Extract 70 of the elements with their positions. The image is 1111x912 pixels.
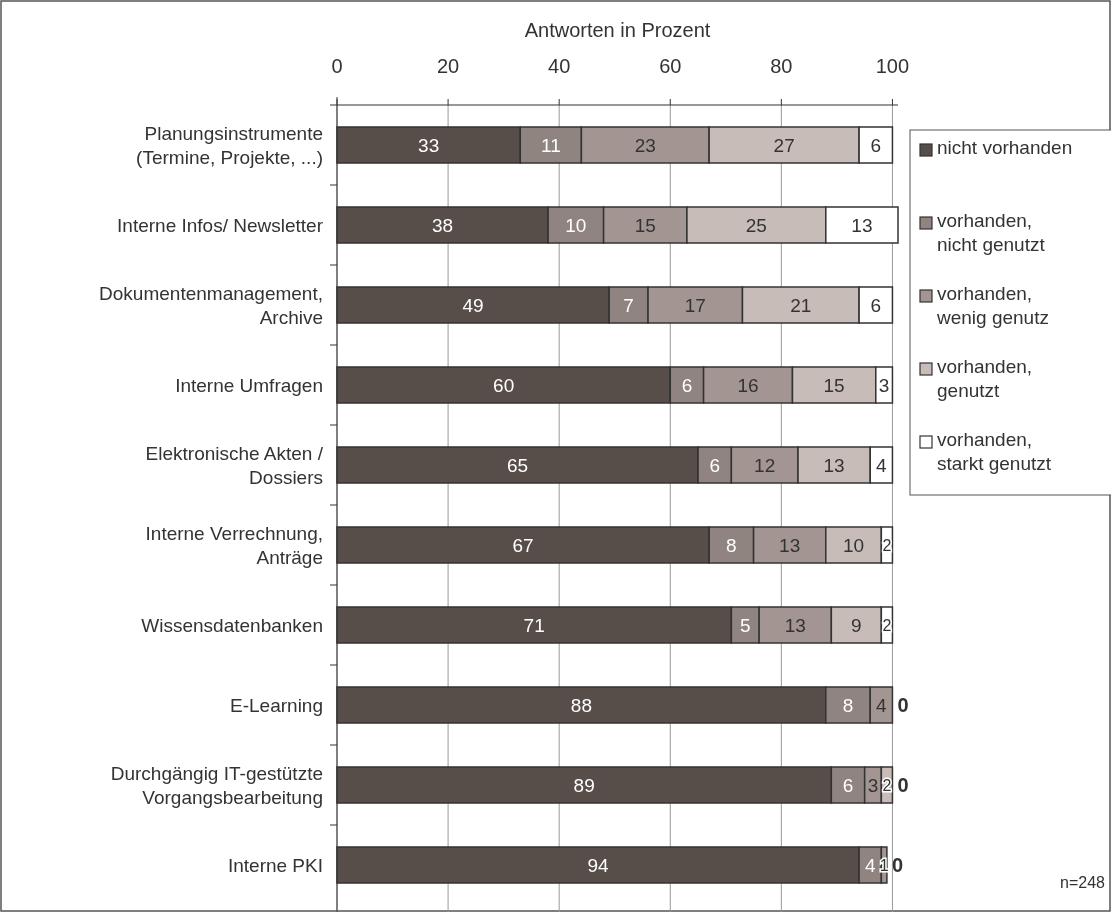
data-label: 38	[431, 214, 454, 236]
data-label: 89	[573, 774, 595, 796]
x-tick-label: 80	[770, 55, 793, 77]
data-label: 6	[842, 774, 854, 796]
data-label: 0	[891, 854, 904, 876]
data-label: 13	[851, 214, 873, 236]
y-tick-label: Interne PKI	[227, 854, 323, 876]
data-label: 60	[493, 374, 515, 396]
data-label: 33	[418, 134, 440, 156]
data-label: 21	[790, 294, 812, 316]
data-label: 6	[709, 454, 720, 476]
data-label: 23	[634, 134, 656, 156]
data-label: 5	[739, 614, 751, 636]
legend-label: vorhanden, wenig genutz	[936, 283, 1049, 328]
data-label: 27	[773, 134, 795, 156]
y-tick-label: Durchgängig IT-gestützte Vorgangsbearbeitung	[110, 762, 323, 808]
y-tick-label: Wissensdatenbanken	[141, 614, 323, 636]
data-label: 16	[737, 374, 759, 396]
data-label: 49	[462, 294, 484, 316]
data-label: 10	[565, 214, 587, 236]
legend-label: vorhanden, genutzt	[937, 356, 1033, 401]
data-label: 13	[784, 614, 806, 636]
legend-label: nicht vorhanden	[937, 137, 1073, 158]
data-label: 13	[779, 534, 801, 556]
data-label: 9	[851, 614, 862, 636]
y-tick-label: Interne Umfragen	[175, 374, 323, 396]
x-tick-label: 0	[331, 55, 343, 77]
data-label: 3	[867, 774, 879, 796]
data-label: 15	[634, 214, 656, 236]
data-label: 6	[870, 134, 882, 156]
data-label: 4	[876, 694, 888, 716]
data-label: 6	[870, 294, 882, 316]
legend-label: vorhanden, nicht genutzt	[937, 210, 1046, 255]
x-tick-label: 40	[548, 55, 571, 77]
data-label: 2	[882, 536, 892, 554]
data-label: 4	[864, 854, 876, 876]
data-label: 0	[897, 774, 909, 796]
data-label: 7	[623, 294, 634, 316]
data-label: 4	[876, 454, 888, 476]
data-label: 8	[842, 694, 854, 716]
y-tick-label: Interne Infos/ Newsletter	[117, 214, 324, 236]
data-label: 65	[506, 454, 529, 476]
data-label: 0	[897, 694, 909, 716]
data-label: 6	[681, 374, 693, 396]
x-tick-label: 100	[875, 55, 910, 77]
y-tick-label: Dokumentenmanagement, Archive	[99, 282, 323, 328]
data-label: 17	[684, 294, 706, 316]
data-label: 12	[754, 454, 776, 476]
data-label: 8	[726, 534, 737, 556]
data-label: 71	[523, 614, 545, 636]
data-label: 67	[512, 534, 534, 556]
data-label: 3	[878, 374, 890, 396]
data-label: 15	[823, 374, 845, 396]
x-tick-label: 20	[436, 55, 460, 77]
x-tick-label: 60	[659, 55, 682, 77]
data-label: 94	[587, 854, 610, 876]
legend-label: vorhanden, starkt genutzt	[937, 429, 1052, 474]
data-label: 88	[570, 694, 592, 716]
data-label: 11	[540, 134, 561, 156]
data-label: 25	[745, 214, 767, 236]
data-label: 13	[823, 454, 845, 476]
y-tick-label: Planungsinstrumente (Termine, Projekte, ...)	[136, 122, 323, 168]
y-tick-label: Interne Verrechnung, Anträge	[145, 522, 323, 568]
y-tick-label: E-Learning	[230, 694, 323, 716]
text: n=248	[1060, 874, 1106, 891]
data-label: 2	[882, 776, 892, 794]
data-label: 10	[842, 534, 865, 556]
data-label: 2	[882, 616, 892, 634]
x-axis-title: Antworten in Prozent	[524, 19, 711, 41]
y-tick-label: Elektronische Akten / Dossiers	[145, 442, 324, 488]
